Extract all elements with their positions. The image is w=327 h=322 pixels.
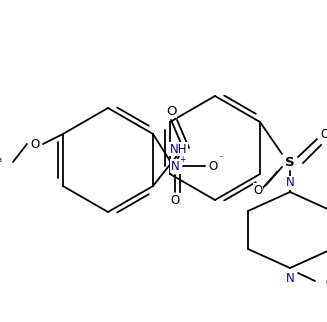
Text: N: N	[171, 159, 180, 173]
Text: CH₃: CH₃	[325, 278, 327, 288]
Text: N: N	[286, 176, 294, 190]
Text: S: S	[285, 156, 295, 168]
Text: N: N	[286, 271, 294, 285]
Text: +: +	[179, 155, 185, 164]
Text: O: O	[208, 159, 218, 173]
Text: O: O	[166, 105, 176, 118]
Text: O: O	[170, 194, 180, 207]
Text: CH₃: CH₃	[0, 154, 3, 164]
Text: O: O	[320, 128, 327, 140]
Text: O: O	[253, 184, 263, 196]
Text: ⁻: ⁻	[219, 155, 223, 164]
Text: NH: NH	[170, 143, 187, 156]
Text: O: O	[30, 137, 40, 150]
